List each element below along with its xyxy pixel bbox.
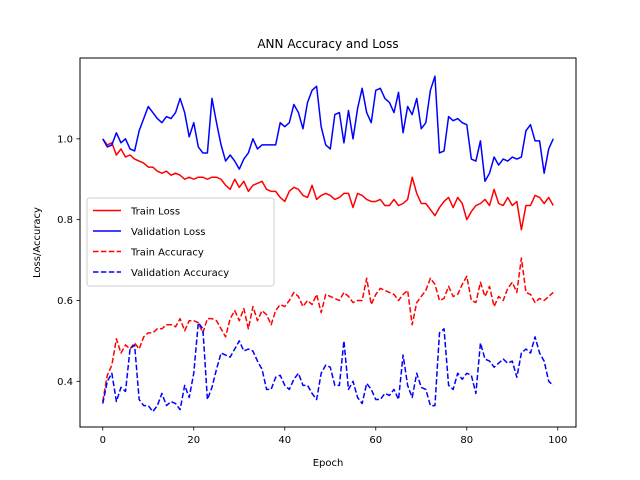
y-tick-label: 0.4 bbox=[57, 377, 73, 388]
x-tick-label: 40 bbox=[278, 435, 291, 446]
x-tick-label: 20 bbox=[187, 435, 200, 446]
y-tick-label: 0.8 bbox=[57, 215, 73, 226]
series-line-validation-loss bbox=[102, 75, 554, 183]
x-tick-label: 80 bbox=[460, 435, 473, 446]
y-tick-label: 1.0 bbox=[57, 134, 73, 145]
series-line-validation-accuracy bbox=[102, 321, 554, 413]
x-tick-label: 0 bbox=[100, 435, 106, 446]
x-axis: 0 20 40 60 80 100 bbox=[100, 427, 567, 446]
x-axis-label: Epoch bbox=[313, 458, 344, 469]
legend-label: Validation Loss bbox=[131, 227, 206, 238]
y-axis-label: Loss/Accuracy bbox=[32, 207, 43, 278]
y-tick-label: 0.6 bbox=[57, 296, 73, 307]
series-line-train-loss bbox=[102, 138, 554, 231]
x-tick-label: 100 bbox=[548, 435, 567, 446]
legend-label: Validation Accuracy bbox=[131, 268, 229, 279]
legend-label: Train Loss bbox=[130, 207, 180, 218]
chart-title: ANN Accuracy and Loss bbox=[257, 37, 398, 51]
plot-frame bbox=[79, 57, 577, 428]
legend: Train Loss Validation Loss Train Accuracy V… bbox=[86, 197, 275, 287]
y-axis: 0.4 0.6 0.8 1.0 bbox=[57, 134, 80, 388]
x-tick-label: 60 bbox=[369, 435, 382, 446]
legend-label: Train Accuracy bbox=[130, 248, 204, 259]
legend-box bbox=[86, 197, 275, 287]
series-layer bbox=[102, 75, 554, 413]
